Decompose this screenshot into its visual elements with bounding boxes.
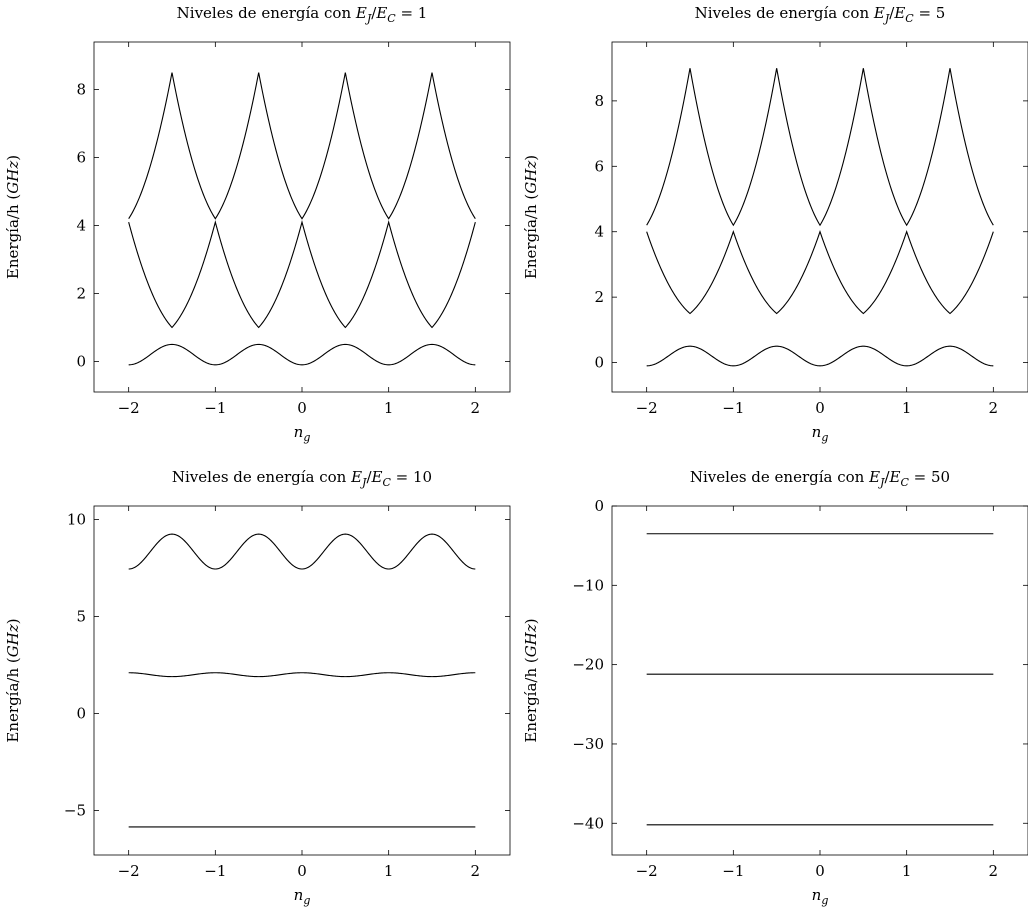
y-tick-label: 5 [76,608,86,626]
y-axis-label: Energía/h (GHz) [4,155,22,279]
x-tick-label: 1 [902,862,912,880]
plot-frame [611,505,1028,856]
x-tick-label: 2 [989,862,999,880]
y-tick-label: 0 [594,497,604,515]
y-tick-label: 0 [594,354,604,372]
y-tick-label: −30 [572,735,604,753]
chart-panel-1: Niveles de energía con EJ/EC = 1 −2 −1 0 1 2 0… [4,4,511,444]
energy-level-1-line [128,672,476,678]
y-tick-label: −40 [572,814,604,832]
y-tick-label: 4 [76,216,86,234]
chart-title: Niveles de energía con EJ/EC = 5 [695,4,946,25]
y-tick-label: 8 [76,81,86,99]
x-tick-label: −2 [636,862,658,880]
x-axis-label: ng [812,886,829,907]
y-tick-label: −10 [572,576,604,594]
x-axis-label: ng [294,423,311,444]
x-tick-label: 1 [384,399,394,417]
x-tick-label: −1 [204,862,226,880]
x-tick-label: −1 [722,862,744,880]
x-tick-label: 0 [815,399,825,417]
x-tick-label: 2 [471,399,481,417]
x-tick-label: 2 [989,399,999,417]
y-tick-label: 6 [76,149,86,167]
y-tick-label: −5 [64,801,86,819]
energy-level-1-line [128,219,476,329]
x-axis-label: ng [294,886,311,907]
y-tick-label: −20 [572,656,604,674]
x-tick-label: −2 [118,399,140,417]
y-axis-label: Energía/h (GHz) [522,155,540,279]
plot-frame [93,41,511,393]
chart-panel-3: Niveles de energía con EJ/EC = 10 −2 −1 0 1 2… [4,468,511,907]
x-tick-label: 0 [297,862,307,880]
chart-title: Niveles de energía con EJ/EC = 50 [690,468,950,489]
x-tick-label: −2 [118,862,140,880]
energy-level-0-line [128,343,476,366]
y-tick-label: 0 [76,352,86,370]
y-tick-label: 2 [76,284,86,302]
x-tick-label: 1 [384,862,394,880]
chart-panel-2: Niveles de energía con EJ/EC = 5 −2 −1 0 1 2 0… [522,4,1028,444]
energy-level-1-line [646,230,994,315]
chart-title: Niveles de energía con EJ/EC = 1 [177,4,428,25]
y-tick-label: 0 [76,704,86,722]
y-tick-label: 4 [594,223,604,241]
energy-level-2-line [128,72,476,220]
x-axis-label: ng [812,423,829,444]
chart-title: Niveles de energía con EJ/EC = 10 [172,468,432,489]
plot-frame [93,505,511,856]
y-axis-label: Energía/h (GHz) [522,618,540,742]
x-tick-label: 2 [471,862,481,880]
y-tick-label: 6 [594,157,604,175]
energy-level-0-line [646,345,994,367]
x-tick-label: −1 [204,399,226,417]
x-tick-label: 0 [815,862,825,880]
y-axis-label: Energía/h (GHz) [4,618,22,742]
energy-level-2-line [128,533,476,570]
x-tick-label: 1 [902,399,912,417]
x-tick-label: 0 [297,399,307,417]
energy-level-2-line [646,68,994,227]
y-tick-label: 2 [594,288,604,306]
plot-frame [611,41,1028,393]
y-tick-label: 8 [594,92,604,110]
y-tick-label: 10 [67,511,86,529]
x-tick-label: −1 [722,399,744,417]
chart-panel-4: Niveles de energía con EJ/EC = 50−2 −1 0 1 2… [522,468,1028,907]
x-tick-label: −2 [636,399,658,417]
